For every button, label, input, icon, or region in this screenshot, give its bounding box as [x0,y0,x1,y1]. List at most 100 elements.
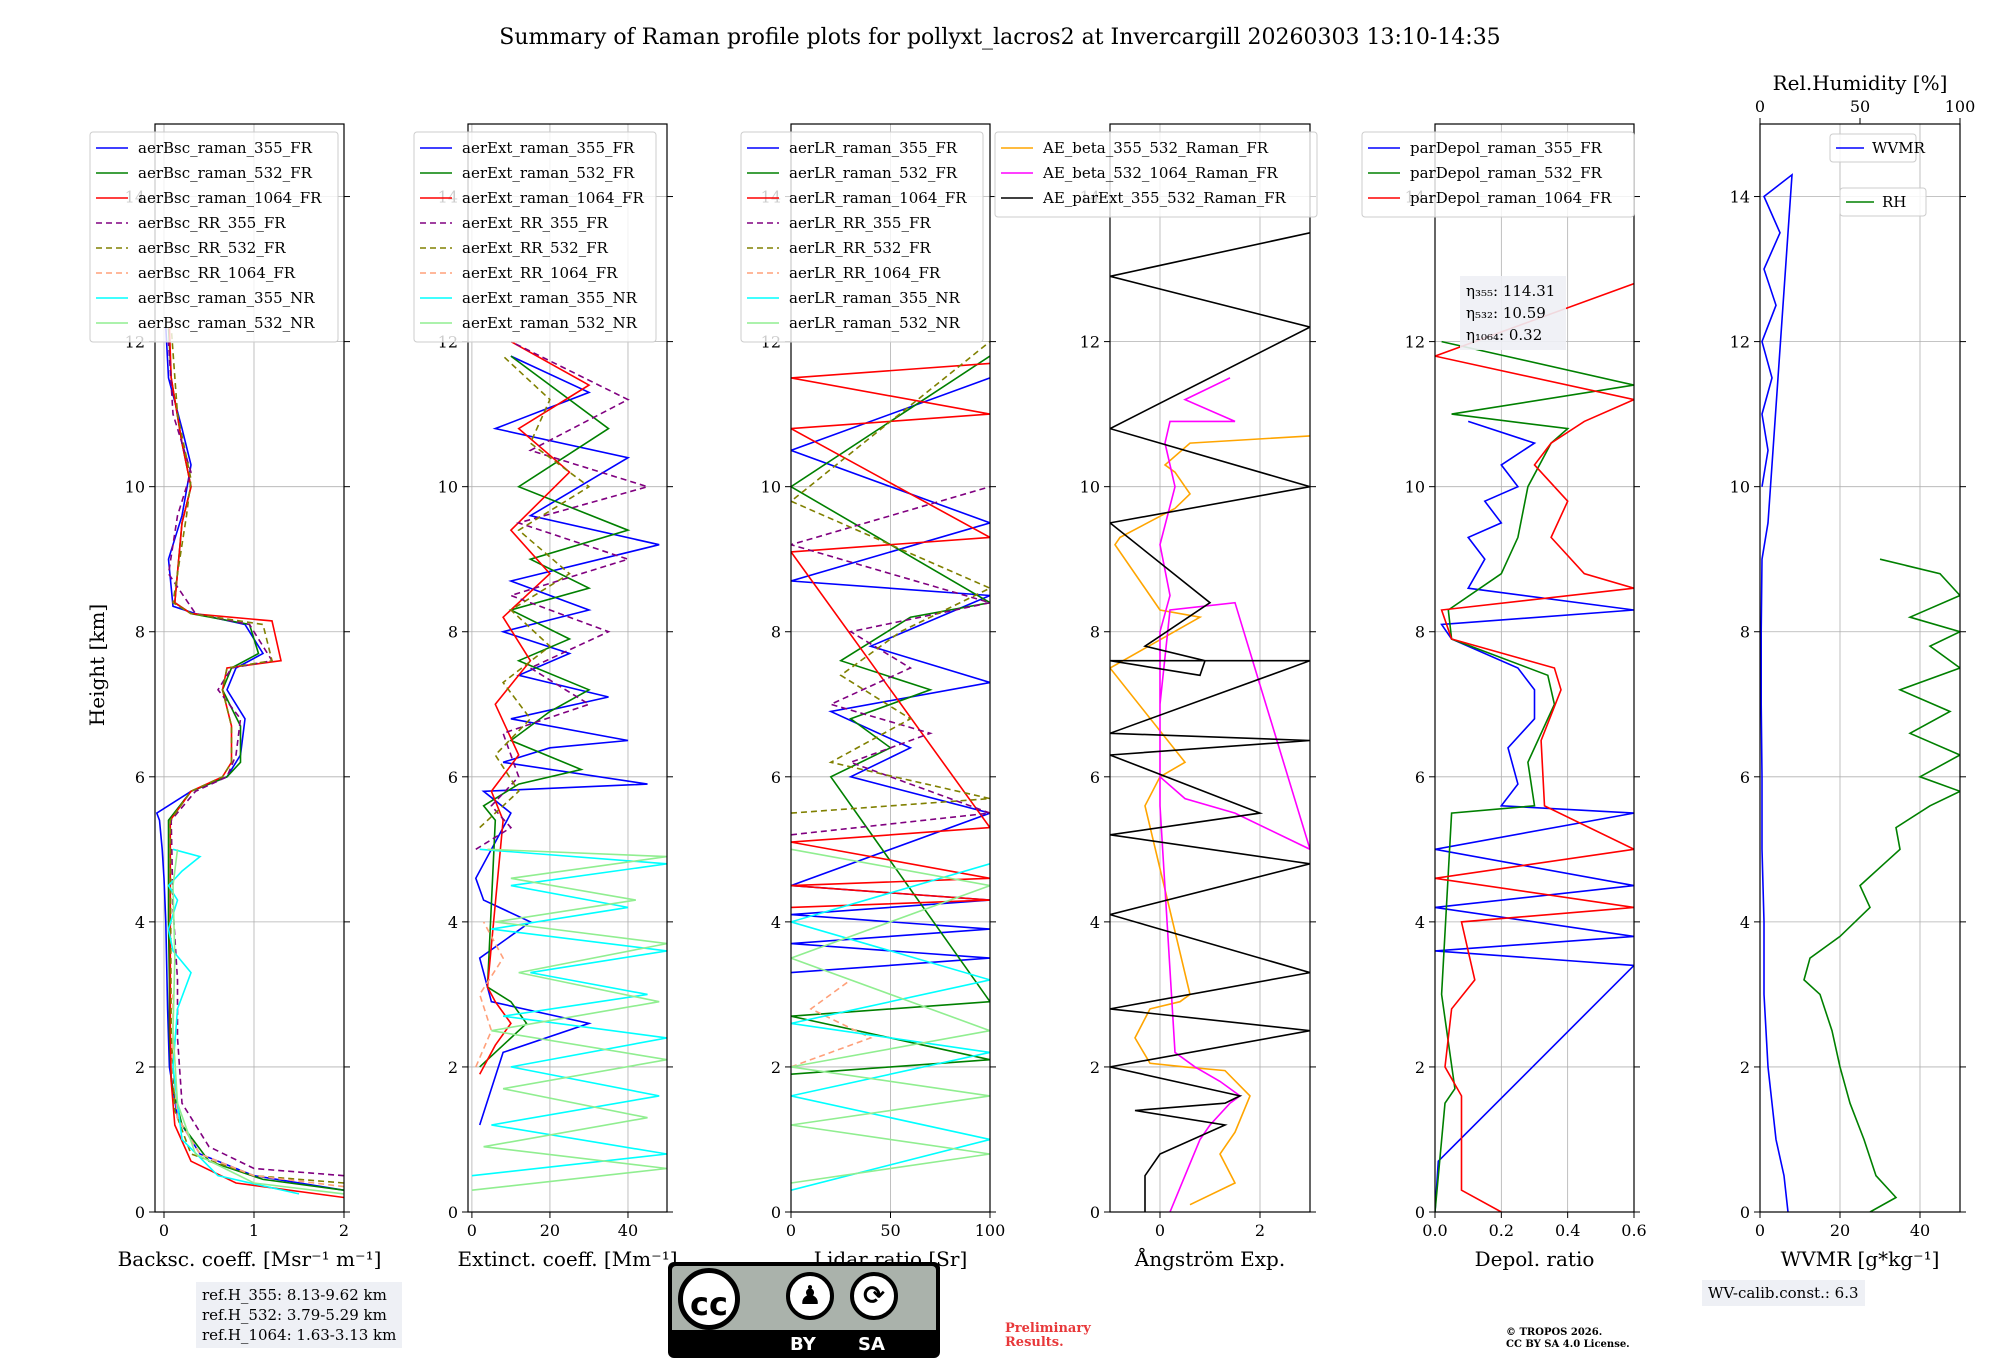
legend-label: aerBsc_RR_355_FR [138,214,286,232]
legend-label: parDepol_raman_355_FR [1410,139,1603,157]
panel-depol: 0.00.20.40.602468101214Depol. ratioparDe… [1361,123,1647,1271]
y-tick-label: 12 [1405,333,1425,352]
y-tick-label: 6 [135,768,145,787]
by-person-icon: ♟ [786,1272,834,1320]
annotation-line: η₁₀₆₄: 0.32 [1466,326,1542,344]
eta-annotation: η₃₅₅: 114.31 η₅₃₂: 10.59 η₁₀₆₄: 0.32 [1460,276,1566,350]
legend-label: aerBsc_RR_1064_FR [138,264,296,282]
legend-label: aerExt_raman_355_FR [462,139,635,157]
x-tick-label: 2 [339,1221,349,1240]
x-tick-label: 0.2 [1489,1221,1514,1240]
series-line-aerExt_raman_532_NR [471,848,667,1191]
series-line-aerBsc_raman_532_NR [172,849,344,1195]
x-tick-label: 1 [249,1221,259,1240]
legend-label: aerExt_raman_532_NR [462,314,638,332]
y-tick-label: 8 [1415,623,1425,642]
series-line-RH [1803,558,1960,1212]
legend-label: aerExt_raman_532_FR [462,164,635,182]
x-tick-label: 20 [540,1221,560,1240]
series-line-WVMR [1760,173,1793,1212]
x-tick-label: 2 [1255,1221,1265,1240]
y-tick-label: 4 [135,913,145,932]
series-group [1435,282,1634,1212]
y-tick-label: 6 [771,768,781,787]
y-tick-label: 6 [1415,768,1425,787]
series-line-aerBsc_RR_1064_FR [172,994,344,1188]
y-tick-label: 10 [761,478,781,497]
series-line-AE_beta_355_532_Raman_FR [1110,435,1310,1206]
copyright-notice: © TROPOS 2026. CC BY SA 4.0 License. [1506,1327,1630,1350]
y-axis-label: Height [km] [85,604,109,726]
legend-frame [740,131,984,343]
series-line-aerExt_RR_532_FR [479,355,591,829]
y-tick-label: 10 [1080,478,1100,497]
y-tick-label: 12 [1730,333,1750,352]
y-tick-label: 4 [771,913,781,932]
wv-calibration-box: WV-calib.const.: 6.3 [1702,1280,1865,1306]
x-tick-label: 100 [975,1221,1006,1240]
x-axis-label: Depol. ratio [1475,1247,1595,1271]
legend-label: RH [1882,193,1906,211]
legend-label: parDepol_raman_532_FR [1410,164,1603,182]
x-tick-label: 0 [159,1221,169,1240]
by-label: BY [790,1334,816,1355]
legend-RH: RH [1839,187,1927,217]
legend-frame [1361,131,1635,218]
axes-frame [1759,123,1961,1213]
legend-frame [89,131,339,343]
series-line-aerBsc_RR_532_FR [169,327,344,1184]
series-line-aerLR_raman_532_NR [791,848,990,1184]
y-tick-label: 8 [1740,623,1750,642]
legend-ext: aerExt_raman_355_FR aerExt_raman_532_FRae… [413,131,657,343]
axes-frame [1109,123,1311,1213]
legend-label: AE_parExt_355_532_Raman_FR [1042,189,1287,207]
x-axis-label: Backsc. coeff. [Msr⁻¹ m⁻¹] [118,1247,382,1271]
series-line-aerBsc_raman_355_FR [155,327,344,1191]
panel-lr: 05010002468101214Lidar ratio [Sr]aerLR_r… [740,123,1006,1271]
x-tick-label: 40 [618,1221,638,1240]
legend-label: aerBsc_raman_1064_FR [138,189,322,207]
y-tick-label: 2 [771,1058,781,1077]
axes-frame [467,123,668,1213]
panels-group: 01202468101214Backsc. coeff. [Msr⁻¹ m⁻¹]… [89,71,1975,1271]
x-tick-label: 50 [880,1221,900,1240]
legend-label: aerLR_RR_355_FR [789,214,931,232]
ref-height-532: ref.H_532: 3.79-5.29 km [202,1306,387,1324]
legend-label: parDepol_raman_1064_FR [1410,189,1612,207]
top-axis-label: Rel.Humidity [%] [1773,71,1948,95]
y-tick-label: 0 [1090,1203,1100,1222]
annotation-box [1460,276,1566,350]
cc-by-sa-license-badge: cc ♟ ⟳ BY SA [668,1262,940,1358]
y-tick-label: 2 [1090,1058,1100,1077]
y-tick-label: 6 [448,768,458,787]
y-tick-label: 2 [1415,1058,1425,1077]
legend-label: aerBsc_RR_532_FR [138,239,286,257]
legend-label: aerBsc_raman_355_NR [138,289,315,307]
annotation-line: η₅₃₂: 10.59 [1466,304,1546,322]
series-line-aerExt_raman_532_FR [479,355,631,1068]
y-tick-label: 8 [1090,623,1100,642]
panel-ext: 0204002468101214Extinct. coeff. [Mm⁻¹]ae… [413,123,678,1271]
series-group [1760,173,1960,1212]
top-tick-label: 50 [1850,97,1870,116]
legend-label: aerLR_raman_355_NR [789,289,960,307]
panel-ae: 0202468101214Ångström Exp.AE_beta_355_53… [994,123,1318,1271]
series-line-aerLR_raman_355_NR [791,863,990,1191]
series-line-aerExt_raman_355_NR [471,848,667,1177]
legend-label: aerLR_raman_532_FR [789,164,958,182]
y-tick-label: 2 [135,1058,145,1077]
y-tick-label: 10 [438,478,458,497]
legend-label: aerLR_raman_532_NR [789,314,960,332]
series-line-aerExt_RR_355_FR [475,340,651,850]
y-tick-label: 8 [135,623,145,642]
annotation-line: η₃₅₅: 114.31 [1466,282,1555,300]
legend-frame [413,131,657,343]
series-line-aerBsc_RR_355_FR [167,341,344,1177]
y-tick-label: 4 [1090,913,1100,932]
series-line-AE_parExt_355_532_Raman_FR [1110,232,1310,1212]
x-tick-label: 0 [467,1221,477,1240]
series-line-aerLR_RR_532_FR [791,340,990,814]
legend-label: aerExt_RR_355_FR [462,214,609,232]
legend-label: aerExt_RR_1064_FR [462,264,618,282]
figure-title: Summary of Raman profile plots for polly… [499,25,1500,50]
